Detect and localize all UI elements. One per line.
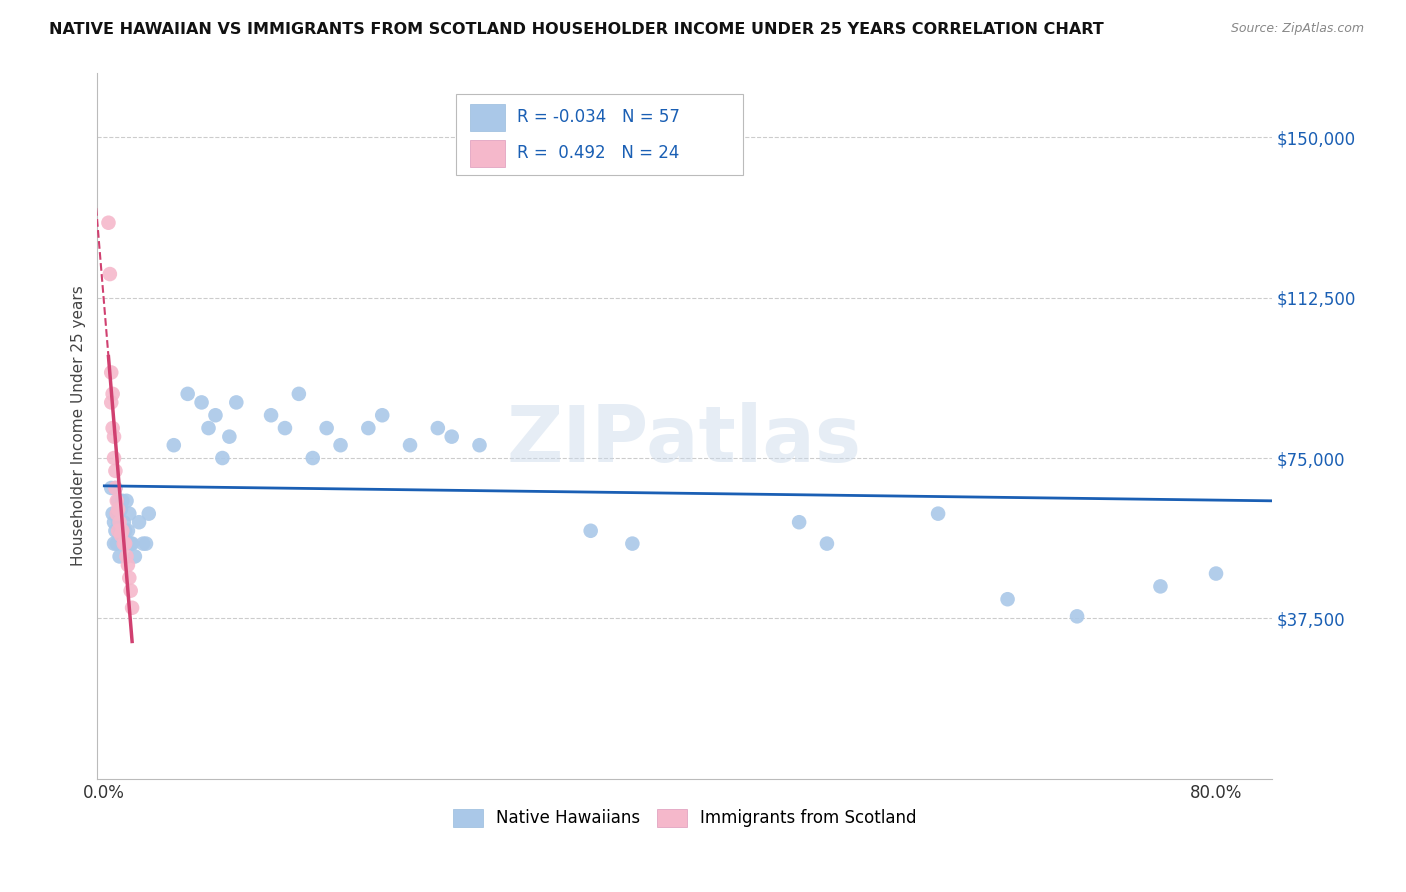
Point [274, 421, 297, 435]
Point [197, 421, 219, 435]
Point [100, 481, 122, 495]
Point [103, 515, 125, 529]
Bar [470, 140, 505, 167]
Point [138, 507, 160, 521]
Point [101, 387, 124, 401]
Point [927, 507, 949, 521]
Point [101, 421, 124, 435]
Point [111, 493, 134, 508]
Point [426, 421, 449, 435]
Point [121, 536, 143, 550]
Point [107, 515, 129, 529]
Point [108, 549, 131, 564]
Text: NATIVE HAWAIIAN VS IMMIGRANTS FROM SCOTLAND HOUSEHOLDER INCOME UNDER 25 YEARS CO: NATIVE HAWAIIAN VS IMMIGRANTS FROM SCOTL… [49, 22, 1104, 37]
Point [190, 395, 212, 409]
Point [288, 387, 311, 401]
Point [301, 450, 323, 465]
Point [103, 536, 125, 550]
Bar [470, 104, 505, 131]
Point [111, 524, 134, 538]
Point [315, 421, 337, 435]
Point [621, 536, 644, 550]
Point [100, 395, 122, 409]
Point [118, 507, 141, 521]
Point [117, 558, 139, 572]
Text: ZIPatlas: ZIPatlas [508, 402, 862, 478]
Point [579, 524, 602, 538]
Point [105, 507, 128, 521]
Point [118, 571, 141, 585]
Point [1205, 566, 1227, 581]
Point [115, 549, 138, 564]
Point [110, 528, 132, 542]
Point [112, 515, 135, 529]
Point [357, 421, 380, 435]
Point [107, 524, 129, 538]
Point [1066, 609, 1088, 624]
Point [104, 524, 127, 538]
Point [128, 515, 150, 529]
Point [440, 430, 463, 444]
Point [108, 528, 131, 542]
FancyBboxPatch shape [456, 95, 744, 176]
Point [104, 481, 127, 495]
Point [97, 216, 120, 230]
Point [329, 438, 352, 452]
Point [997, 592, 1019, 607]
Point [225, 395, 247, 409]
Point [105, 493, 128, 508]
Point [1149, 579, 1171, 593]
Point [121, 600, 143, 615]
Point [110, 528, 132, 542]
Point [135, 536, 157, 550]
Legend: Native Hawaiians, Immigrants from Scotland: Native Hawaiians, Immigrants from Scotla… [446, 802, 924, 834]
Point [110, 502, 132, 516]
Text: R = -0.034   N = 57: R = -0.034 N = 57 [516, 109, 679, 127]
Point [115, 493, 138, 508]
Point [399, 438, 422, 452]
Point [105, 536, 128, 550]
Point [101, 507, 124, 521]
Point [176, 387, 198, 401]
Point [163, 438, 186, 452]
Point [104, 481, 127, 495]
Point [107, 502, 129, 516]
Y-axis label: Householder Income Under 25 years: Householder Income Under 25 years [72, 285, 86, 566]
Point [124, 549, 146, 564]
Point [107, 493, 129, 508]
Point [815, 536, 838, 550]
Point [120, 536, 142, 550]
Point [98, 267, 121, 281]
Point [260, 409, 283, 423]
Point [787, 515, 810, 529]
Point [120, 583, 142, 598]
Point [108, 515, 131, 529]
Point [100, 366, 122, 380]
Point [112, 536, 135, 550]
Point [103, 430, 125, 444]
Text: R =  0.492   N = 24: R = 0.492 N = 24 [516, 145, 679, 162]
Point [468, 438, 491, 452]
Point [104, 464, 127, 478]
Point [114, 524, 136, 538]
Point [371, 409, 394, 423]
Point [204, 409, 226, 423]
Point [117, 524, 139, 538]
Point [132, 536, 155, 550]
Point [218, 430, 240, 444]
Point [105, 507, 128, 521]
Text: Source: ZipAtlas.com: Source: ZipAtlas.com [1230, 22, 1364, 36]
Point [211, 450, 233, 465]
Point [103, 450, 125, 465]
Point [114, 536, 136, 550]
